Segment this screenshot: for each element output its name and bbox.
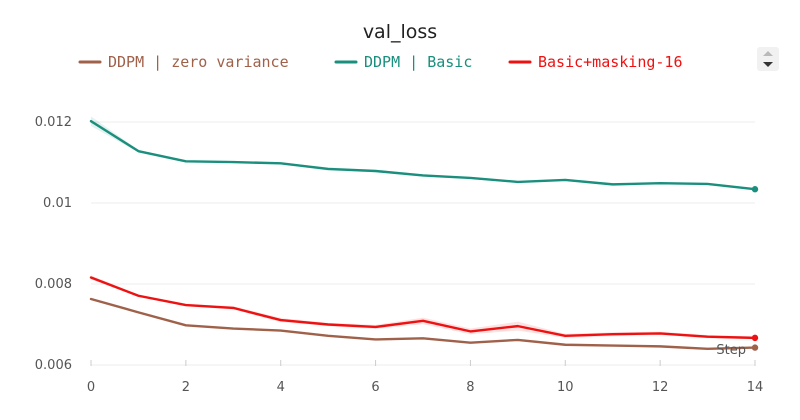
- y-tick-label: 0.012: [35, 115, 72, 130]
- legend: DDPM | zero variance DDPM | Basic Basic+ma…: [78, 53, 683, 71]
- legend-label: Basic+masking-16: [538, 53, 683, 71]
- y-tick-label: 0.006: [35, 358, 72, 373]
- chart-title: val_loss: [363, 21, 437, 43]
- series-line[interactable]: [89, 276, 757, 340]
- legend-item[interactable]: DDPM | Basic: [334, 53, 472, 71]
- y-tick-label: 0.01: [43, 196, 72, 211]
- series-lines: [89, 119, 757, 350]
- x-tick-label: 4: [277, 380, 285, 395]
- x-tick-label: 8: [466, 380, 474, 395]
- legend-item[interactable]: Basic+masking-16: [508, 53, 683, 71]
- legend-item[interactable]: DDPM | zero variance: [78, 53, 289, 71]
- legend-label: DDPM | zero variance: [108, 53, 289, 71]
- y-axis: 0.006 0.008 0.01 0.012: [35, 115, 72, 373]
- series-end-point[interactable]: [751, 334, 759, 342]
- grid-lines: [91, 121, 755, 366]
- x-tick-label: 0: [87, 380, 95, 395]
- legend-label: DDPM | Basic: [364, 53, 472, 71]
- x-axis-title: Step: [716, 343, 746, 358]
- scroll-up-icon[interactable]: [763, 51, 773, 56]
- x-tick-label: 14: [747, 380, 764, 395]
- x-tick-label: 6: [371, 380, 379, 395]
- x-tick-label: 10: [557, 380, 574, 395]
- scroll-down-icon[interactable]: [763, 62, 773, 67]
- series-end-point[interactable]: [751, 186, 759, 193]
- series-line[interactable]: [89, 119, 757, 191]
- series-band: [91, 116, 755, 191]
- x-axis: 0 2 4 6 8 10 12 14: [87, 360, 763, 395]
- series-end-points: [751, 186, 759, 351]
- y-tick-label: 0.008: [35, 277, 72, 292]
- x-tick-label: 2: [182, 380, 190, 395]
- series-end-point[interactable]: [751, 344, 759, 351]
- series-band: [91, 275, 755, 340]
- legend-scroll-control[interactable]: [757, 47, 779, 71]
- series-line[interactable]: [89, 297, 757, 350]
- x-tick-label: 12: [652, 380, 669, 395]
